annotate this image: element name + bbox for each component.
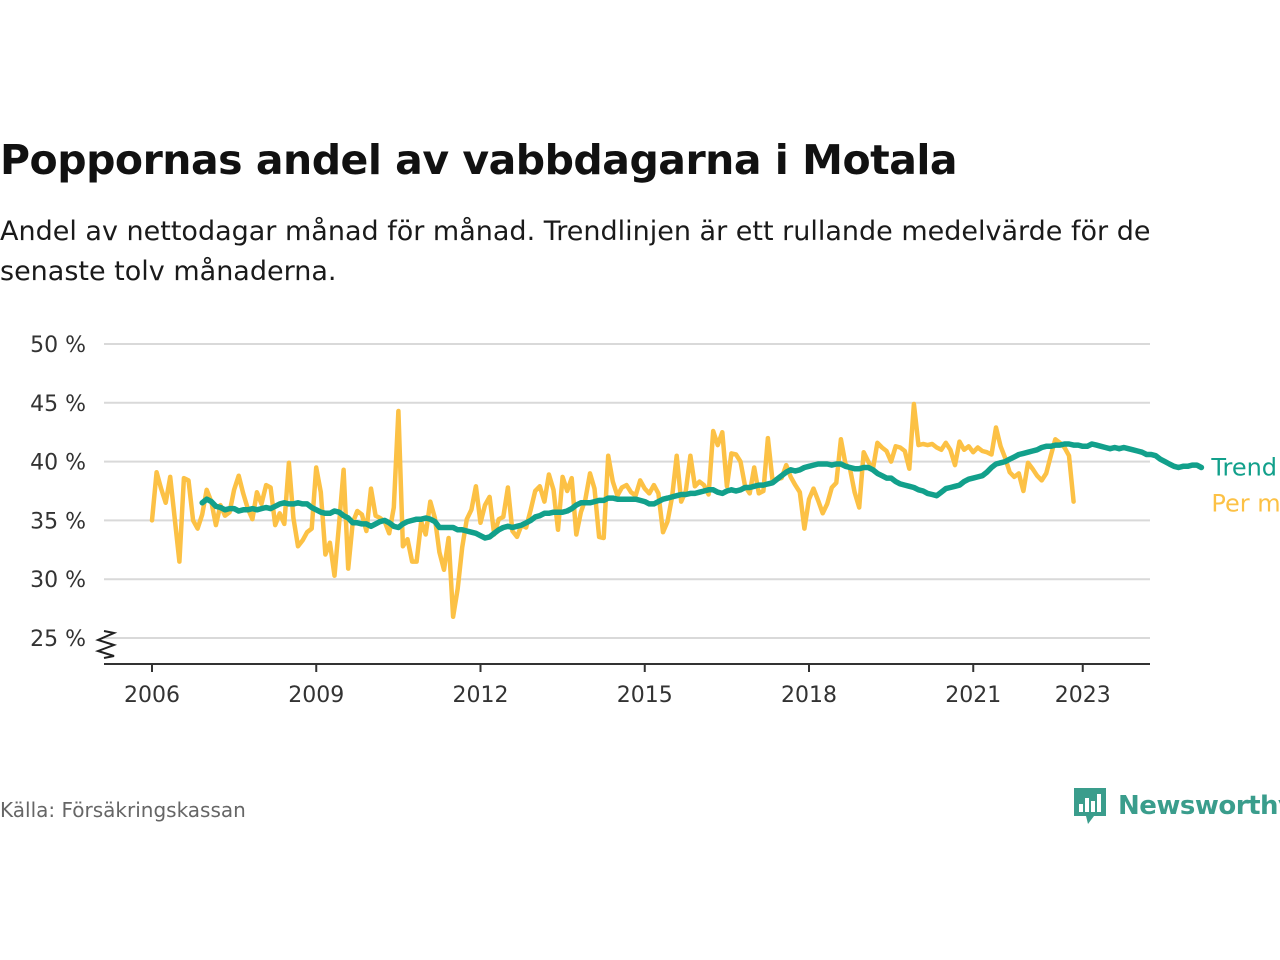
y-tick-label: 40 % (30, 451, 86, 476)
y-axis-ticks: 25 % 30 % 35 % 40 % 45 % 50 % (30, 333, 118, 659)
x-tick-label: 2023 (1055, 683, 1111, 708)
x-tick-label: 2021 (945, 683, 1001, 708)
series-lines (149, 401, 1205, 620)
monthly-line (149, 401, 1076, 620)
monthly-series-label: Per månad (1211, 488, 1280, 517)
x-axis: 2006 2009 2012 2015 2018 2021 2023 (104, 663, 1150, 708)
source-note: Källa: Försäkringskassan (0, 798, 246, 822)
gridlines (104, 343, 1150, 639)
chart-subtitle: Andel av nettodagar månad för månad. Tre… (0, 216, 1151, 287)
x-tick-label: 2018 (781, 683, 837, 708)
y-tick-label: 25 % (30, 627, 86, 652)
trend-line (199, 441, 1205, 541)
y-tick-label: 50 % (30, 333, 86, 358)
trend-series-label: Trend (1210, 453, 1277, 481)
y-tick-label: 30 % (30, 568, 86, 593)
series-labels: Trend Per månad (1210, 453, 1280, 517)
bar-chart-speech-bubble-icon (1074, 788, 1106, 824)
newsworthy-logo: Newsworthy (1072, 786, 1280, 826)
x-tick-label: 2009 (288, 683, 344, 708)
x-tick-label: 2012 (453, 683, 509, 708)
line-chart: 25 % 30 % 35 % 40 % 45 % 50 % 2006 2009 2012 201… (30, 333, 1280, 708)
x-tick-label: 2006 (124, 683, 180, 708)
chart-title: Poppornas andel av vabbdagarna i Motala (0, 136, 958, 184)
x-tick-label: 2015 (617, 683, 673, 708)
axis-break-icon (94, 630, 118, 659)
logo-wordmark: Newsworthy (1118, 791, 1280, 821)
y-tick-label: 45 % (30, 392, 86, 417)
y-tick-label: 35 % (30, 509, 86, 534)
